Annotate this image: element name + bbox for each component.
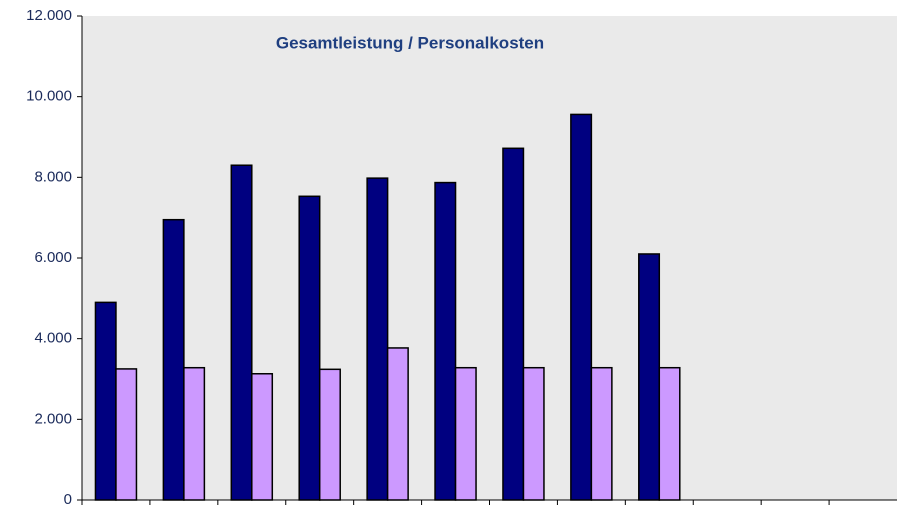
y-tick-label: 6.000 <box>34 249 72 266</box>
y-tick-label: 2.000 <box>34 410 72 427</box>
bar <box>230 164 253 501</box>
bar <box>434 181 457 501</box>
bar <box>638 253 661 501</box>
y-tick-label: 10.000 <box>26 88 72 105</box>
bar <box>366 177 389 501</box>
bar <box>522 366 545 501</box>
y-tick-label: 0 <box>64 491 72 505</box>
bar <box>658 366 681 501</box>
bar <box>94 301 117 501</box>
bar <box>590 366 613 501</box>
y-tick-label: 12.000 <box>26 7 72 24</box>
y-tick-label: 4.000 <box>34 330 72 347</box>
bar <box>183 366 206 501</box>
bar <box>386 347 409 501</box>
bar <box>298 195 321 501</box>
bar <box>502 147 525 501</box>
plot-area <box>82 16 897 500</box>
bar <box>454 366 477 501</box>
bar <box>251 373 274 501</box>
bar <box>115 368 138 501</box>
y-tick-label: 8.000 <box>34 168 72 185</box>
chart-title: Gesamtleistung / Personalkosten <box>276 33 544 52</box>
bar <box>318 368 341 501</box>
bar <box>162 218 185 501</box>
bar <box>570 113 593 501</box>
